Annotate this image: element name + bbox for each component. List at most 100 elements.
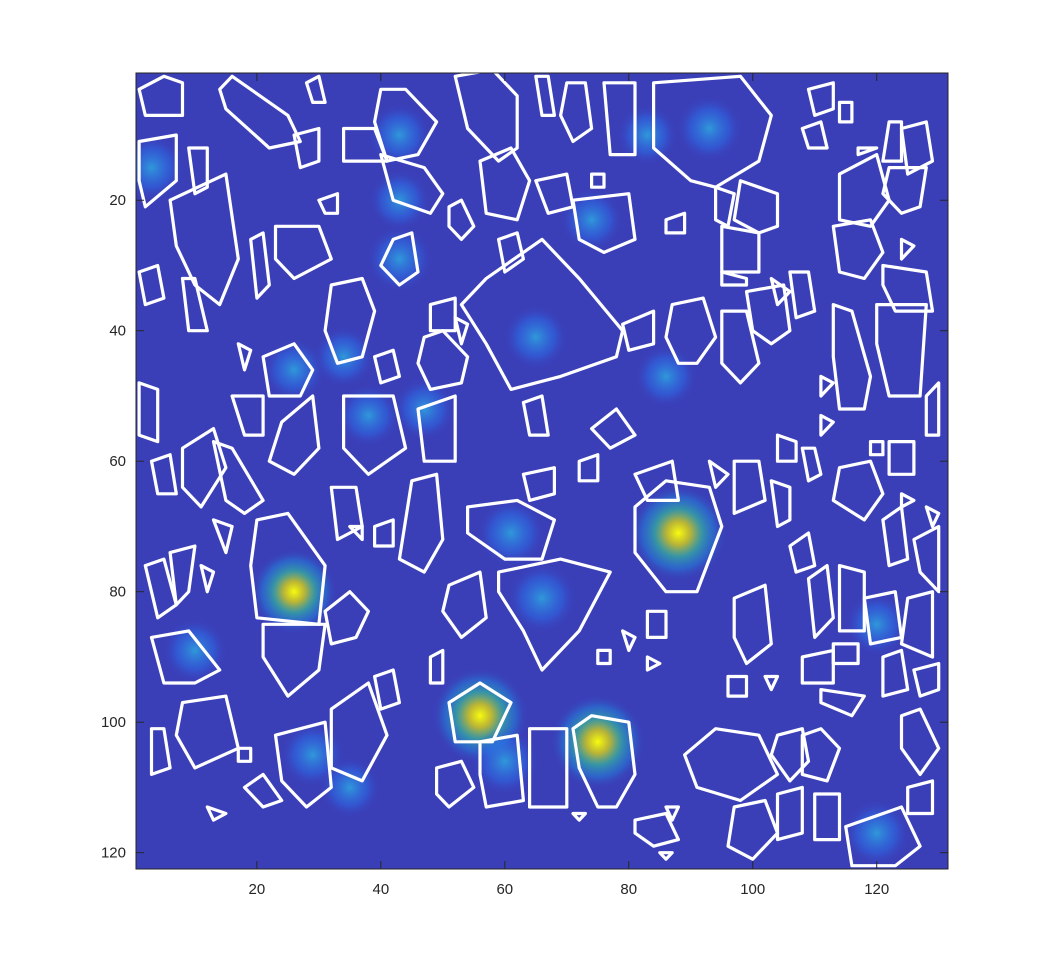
hotspot-16 [560,188,623,252]
region-outline-28 [447,198,476,241]
region-outline-82 [707,459,730,489]
region-outline-71 [800,446,823,483]
region-outline-136 [819,687,866,718]
x-tick-label-20: 20 [249,881,266,898]
region-outline-33 [664,211,687,235]
region-outline-6 [342,126,389,163]
region-outline-96 [577,453,600,483]
region-outline-140 [912,661,941,698]
region-outline-45 [453,316,470,346]
region-outline-40 [899,237,916,261]
region-outline-24 [317,192,340,215]
region-outline-117 [242,772,284,809]
region-outline-77 [831,459,885,522]
region-outline-133 [763,674,780,692]
region-outline-146 [906,779,935,816]
region-outline-17 [899,120,935,176]
region-outline-4 [304,74,327,105]
region-outline-42 [497,231,526,274]
region-outline-128 [633,811,681,848]
region-outline-83 [168,544,197,607]
hotspot-3 [251,549,337,635]
region-outline-41 [881,263,935,313]
region-outline-8 [453,73,519,163]
region-outline-98 [441,570,488,640]
region-outline-126 [571,714,637,809]
region-outline-27 [379,153,445,215]
region-outline-49 [521,394,550,437]
region-outline-0 [137,74,185,118]
region-outline-12 [651,74,773,189]
region-outline-43 [459,237,625,391]
region-outline-108 [837,563,866,633]
region-outline-99 [428,648,445,685]
region-outline-93 [397,472,445,574]
region-outline-127 [571,811,588,822]
region-outline-115 [149,727,172,777]
x-axis: 20 40 60 80 100 120 [249,73,889,898]
region-outline-68 [589,407,637,450]
region-outline-113 [149,629,222,685]
region-outline-89 [323,590,370,646]
x-tick-label-100: 100 [740,881,765,898]
region-outline-19 [168,172,240,307]
region-outline-142 [775,785,804,842]
region-outline-116 [236,746,253,763]
hotspot-9 [843,800,910,867]
region-outline-121 [373,668,401,711]
region-outline-81 [732,459,767,516]
plot-frame [135,72,949,870]
y-tick-label-60: 60 [109,453,126,470]
hotspot-21 [313,326,374,388]
region-outline-102 [620,629,637,653]
region-outline-21 [180,276,209,333]
region-outline-38 [881,166,928,215]
region-outline-97 [497,557,612,672]
region-outline-78 [899,492,916,509]
region-outline-72 [819,374,835,398]
y-tick-label-120: 120 [101,845,126,862]
region-outline-9 [534,74,557,118]
region-outline-141 [899,707,941,777]
region-outline-11 [602,81,637,157]
hotspot-10 [676,95,743,162]
hotspot-13 [503,305,568,370]
region-outline-114 [174,694,240,770]
region-outline-54 [769,276,792,307]
region-outline-131 [682,727,780,803]
region-outline-70 [775,433,798,463]
region-outline-79 [924,505,941,529]
region-outline-65 [180,427,228,509]
region-outline-57 [875,303,928,398]
hotspot-15 [262,338,326,402]
region-outline-119 [273,720,333,809]
region-outline-39 [831,218,885,281]
region-outline-134 [800,648,835,685]
region-outline-106 [788,531,817,574]
region-outline-37 [837,153,891,228]
region-outline-144 [813,792,842,842]
hotspot-4 [507,563,577,634]
region-outline-73 [819,413,835,437]
region-outline-1 [137,133,178,209]
region-outline-91 [348,524,364,542]
x-tick-label-80: 80 [620,881,637,898]
region-outline-51 [664,296,718,365]
region-outline-18 [881,120,904,163]
region-outline-5 [373,87,439,163]
region-outline-124 [478,733,526,809]
region-outline-15 [837,100,854,124]
region-outline-94 [466,498,557,561]
region-outline-63 [267,394,321,476]
y-tick-label-20: 20 [109,192,126,209]
region-outline-53 [744,283,792,346]
region-outline-88 [261,622,327,698]
region-outline-74 [868,440,885,457]
region-outline-29 [478,146,532,222]
region-outline-123 [435,759,476,809]
region-outline-122 [447,681,513,744]
y-axis: 20 40 60 80 100 120 [101,192,948,862]
region-outline-3 [218,74,302,150]
region-outline-92 [373,518,395,548]
region-outline-64 [342,394,408,476]
